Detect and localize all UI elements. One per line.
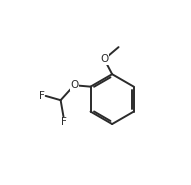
Text: F: F [39, 91, 45, 101]
Text: O: O [70, 80, 78, 90]
Text: F: F [61, 117, 66, 127]
Text: O: O [100, 54, 108, 64]
